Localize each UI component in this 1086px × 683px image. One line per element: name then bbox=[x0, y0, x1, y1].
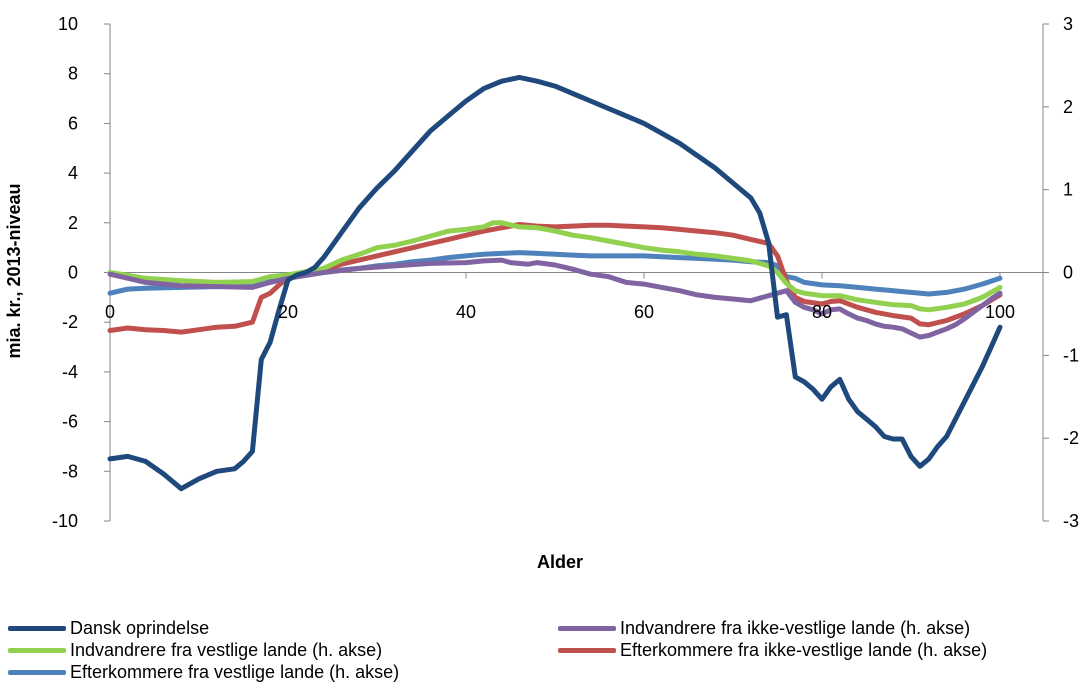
legend-swatch bbox=[8, 626, 66, 631]
legend-item: Indvandrere fra vestlige lande (h. akse) bbox=[8, 640, 382, 661]
legend-label: Dansk oprindelse bbox=[70, 618, 210, 638]
legend-item: Efterkommere fra ikke-vestlige lande (h.… bbox=[558, 640, 987, 661]
legend: Dansk oprindelse Indvandrere fra ikke-ves… bbox=[0, 618, 1086, 682]
legend-item: Dansk oprindelse bbox=[8, 618, 209, 639]
legend-swatch bbox=[8, 670, 66, 675]
right-tick-label: 2 bbox=[1063, 97, 1073, 117]
left-tick-label: -6 bbox=[62, 412, 78, 432]
left-tick-label: -4 bbox=[62, 362, 78, 382]
right-tick-label: 3 bbox=[1063, 14, 1073, 34]
series-lines bbox=[107, 74, 1003, 492]
left-tick-label: 4 bbox=[68, 163, 78, 183]
left-tick-label: -10 bbox=[52, 511, 78, 531]
series-line-1 bbox=[107, 257, 1003, 340]
legend-swatch bbox=[8, 648, 66, 653]
x-tick-labels: 0 20 40 60 80 100 bbox=[105, 302, 1015, 322]
legend-label: Indvandrere fra ikke-vestlige lande (h. … bbox=[620, 618, 971, 638]
x-tick-label: 20 bbox=[278, 302, 298, 322]
right-tick-label: -2 bbox=[1063, 428, 1079, 448]
legend-label: Efterkommere fra vestlige lande (h. akse… bbox=[70, 662, 400, 682]
legend-swatch bbox=[558, 626, 616, 631]
x-axis-title: Alder bbox=[537, 552, 583, 572]
x-tick-label: 40 bbox=[456, 302, 476, 322]
left-tick-label: 2 bbox=[68, 213, 78, 233]
left-tick-label: -2 bbox=[62, 312, 78, 332]
right-tick-label: 0 bbox=[1063, 263, 1073, 283]
left-tick-label: -8 bbox=[62, 461, 78, 481]
x-tick-label: 60 bbox=[634, 302, 654, 322]
series-line-2 bbox=[107, 220, 1003, 313]
right-tick-label: -3 bbox=[1063, 511, 1079, 531]
x-tick-label: 0 bbox=[105, 302, 115, 322]
x-tick-label: 80 bbox=[812, 302, 832, 322]
legend-label: Indvandrere fra vestlige lande (h. akse) bbox=[70, 640, 383, 660]
left-tick-label: 8 bbox=[68, 64, 78, 84]
left-tick-label: 6 bbox=[68, 113, 78, 133]
legend-swatch bbox=[558, 648, 616, 653]
series-line-0 bbox=[107, 74, 1003, 492]
series-line-3 bbox=[107, 222, 1003, 335]
left-tick-label: 10 bbox=[58, 14, 78, 34]
legend-item: Indvandrere fra ikke-vestlige lande (h. … bbox=[558, 618, 970, 639]
right-tick-label: -1 bbox=[1063, 345, 1079, 365]
x-tick-label: 100 bbox=[985, 302, 1015, 322]
legend-item: Efterkommere fra vestlige lande (h. akse… bbox=[8, 662, 399, 683]
right-tick-label: 1 bbox=[1063, 180, 1073, 200]
y-axis-title: mia. kr., 2013-niveau bbox=[4, 183, 24, 358]
legend-label: Efterkommere fra ikke-vestlige lande (h.… bbox=[620, 640, 988, 660]
left-tick-label: 0 bbox=[68, 263, 78, 283]
